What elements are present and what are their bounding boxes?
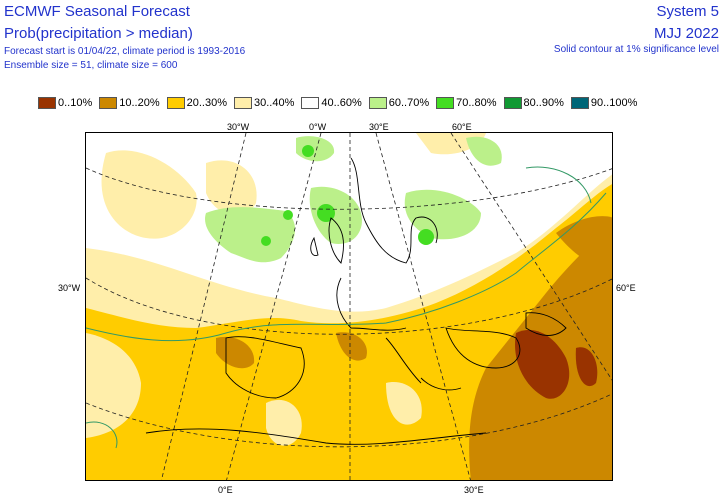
legend: 0..10% 10..20% 20..30% 30..40% 40..60% 6… <box>38 96 644 110</box>
chart-subtitle: Prob(precipitation > median) <box>4 25 193 42</box>
legend-item: 70..80% <box>436 96 497 110</box>
lon-label: 60°E <box>452 122 472 132</box>
probability-region-10-20 <box>556 216 612 273</box>
legend-swatch <box>38 97 56 109</box>
legend-label: 30..40% <box>254 97 295 109</box>
legend-item: 60..70% <box>368 96 430 110</box>
legend-item: 30..40% <box>234 96 294 110</box>
probability-region-0-10 <box>515 329 570 399</box>
ensemble-info: Ensemble size = 51, climate size = 600 <box>4 60 178 71</box>
lon-label: 0°E <box>218 485 233 495</box>
season-label: MJJ 2022 <box>653 25 719 42</box>
coastlines <box>145 157 567 445</box>
legend-label: 70..80% <box>456 97 497 109</box>
legend-swatch <box>503 97 522 109</box>
probability-region-0-10 <box>575 347 598 387</box>
legend-swatch <box>234 97 252 109</box>
system-label: System 5 <box>656 3 719 20</box>
legend-label: 0..10% <box>58 97 93 109</box>
probability-region-60-70 <box>205 207 296 263</box>
probability-map <box>85 132 613 481</box>
legend-label: 10..20% <box>119 97 160 109</box>
probability-region-10-20 <box>336 332 367 361</box>
legend-swatch <box>436 97 455 109</box>
legend-item: 10..20% <box>99 96 160 110</box>
probability-region-30-40 <box>206 160 257 216</box>
legend-swatch <box>301 97 320 109</box>
probability-region-40-60 <box>86 133 126 168</box>
legend-label: 60..70% <box>388 97 430 109</box>
lon-label: 30°E <box>464 485 484 495</box>
graticule <box>86 133 612 480</box>
probability-region-60-70 <box>466 136 502 166</box>
significance-note: Solid contour at 1% significance level <box>553 44 719 55</box>
legend-item: 0..10% <box>38 96 92 110</box>
lat-label-left: 30°W <box>58 283 81 293</box>
probability-region-70-80 <box>302 145 314 157</box>
legend-swatch <box>570 97 589 109</box>
probability-region-10-20 <box>216 336 255 369</box>
probability-region-30-40 <box>86 333 141 438</box>
lon-label: 30°E <box>369 122 389 132</box>
legend-label: 80..90% <box>523 97 564 109</box>
lat-label-right: 60°E <box>616 283 636 293</box>
legend-label: 90..100% <box>590 97 638 109</box>
legend-swatch <box>368 97 387 109</box>
chart-title: ECMWF Seasonal Forecast <box>4 3 190 20</box>
legend-swatch <box>99 97 118 109</box>
lon-label: 0°W <box>309 122 327 132</box>
probability-region-30-40 <box>266 399 302 446</box>
forecast-info: Forecast start is 01/04/22, climate peri… <box>4 46 246 57</box>
lon-label: 30°W <box>227 122 250 132</box>
probability-region-70-80 <box>317 204 335 222</box>
map-svg <box>86 133 612 480</box>
probability-region-70-80 <box>283 210 293 220</box>
legend-label: 40..60% <box>321 97 362 109</box>
legend-item: 40..60% <box>301 96 362 110</box>
legend-swatch <box>166 97 185 109</box>
probability-region-30-40 <box>101 150 197 239</box>
probability-region-70-80 <box>261 236 271 246</box>
probability-region-70-80 <box>418 229 434 245</box>
legend-item: 20..30% <box>166 96 227 110</box>
legend-item: 80..90% <box>503 96 564 110</box>
legend-label: 20..30% <box>186 97 227 109</box>
probability-region-60-70 <box>309 186 362 244</box>
legend-item: 90..100% <box>570 96 638 110</box>
probability-region-30-40 <box>386 382 422 425</box>
significance-contour <box>86 166 607 449</box>
